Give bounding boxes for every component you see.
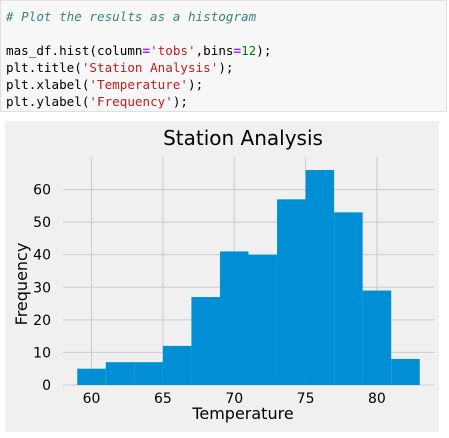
histogram-bar [391,358,420,385]
y-tick-label: 0 [42,378,51,394]
code-line-comment: # Plot the results as a histogram [6,8,446,25]
histogram-bar [162,345,192,385]
x-tick-label: 65 [154,391,172,407]
code-token: plt.xlabel( [6,77,90,92]
y-tick-label: 40 [33,248,51,264]
histogram-bar [105,362,135,385]
histogram-bar [305,170,335,385]
code-token: ); [172,94,188,109]
code-string: 'Temperature' [89,77,188,92]
histogram-bar [191,297,220,385]
chart-title: Station Analysis [163,126,323,150]
y-tick-label: 60 [33,183,51,199]
code-token: ,bins [195,43,234,58]
code-line-hist: mas_df.hist(column='tobs',bins=12); [6,42,446,59]
code-token: mas_df.hist(column [6,43,143,58]
code-cell[interactable]: # Plot the results as a histogram mas_df… [0,0,447,112]
y-tick-label: 30 [33,280,51,296]
code-token: ); [218,60,234,75]
code-line-xlabel: plt.xlabel('Temperature'); [6,76,446,93]
histogram-bar [362,290,392,385]
code-string: 'Station Analysis' [81,60,219,75]
code-number: 12 [241,43,257,58]
code-token: plt.title( [6,60,82,75]
code-token: plt.ylabel( [6,94,90,109]
x-tick-label: 60 [83,391,101,407]
code-comment: # Plot the results as a histogram [6,9,257,24]
code-string: 'Frequency' [89,94,173,109]
histogram-bar [134,362,163,385]
tick-labels: 0 10 20 30 40 50 60 60 65 70 75 80 [33,183,386,407]
code-line-title: plt.title('Station Analysis'); [6,59,446,76]
histogram-bar [334,212,363,385]
x-axis-label: Temperature [191,404,293,423]
y-tick-label: 10 [33,345,51,361]
code-operator: = [142,43,151,58]
histogram-chart: 0 10 20 30 40 50 60 60 65 70 75 80 Station Analysis… [5,121,439,432]
x-tick-label: 75 [297,391,315,407]
histogram-bar [77,368,106,385]
y-axis-label: Frequency [12,243,31,326]
code-line-blank [6,25,446,42]
histogram-figure: 0 10 20 30 40 50 60 60 65 70 75 80 Station Analysis… [5,121,439,432]
y-tick-label: 50 [33,215,51,231]
code-token: ); [256,43,272,58]
histogram-bar [219,251,249,385]
code-string: 'tobs' [150,43,196,58]
code-token: ); [187,77,204,92]
histogram-bar [277,199,306,385]
code-line-ylabel: plt.ylabel('Frequency'); [6,93,446,110]
x-tick-label: 70 [225,391,243,407]
histogram-bar [248,254,278,385]
histogram-bars [77,170,420,385]
code-operator: = [233,43,242,58]
x-tick-label: 80 [368,391,386,407]
y-tick-label: 20 [33,313,51,329]
